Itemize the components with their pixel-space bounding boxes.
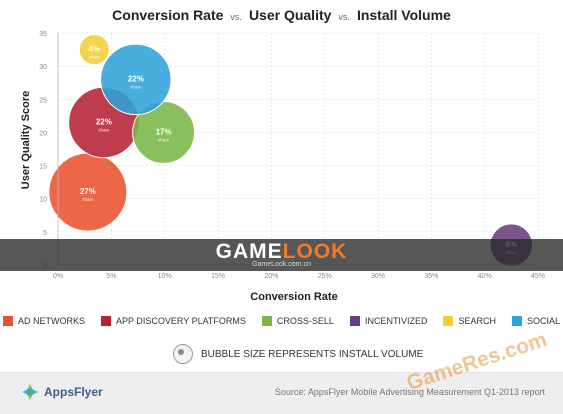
- x-tick-label: 5%: [106, 273, 116, 280]
- y-tick-label: 10: [39, 197, 47, 204]
- legend-label: SEARCH: [458, 316, 496, 326]
- legend-item: AD NETWORKS: [3, 316, 85, 326]
- banner-text-look: LOOK: [282, 240, 348, 263]
- x-tick-label: 15%: [211, 273, 225, 280]
- y-axis-label: User Quality Score: [20, 91, 32, 189]
- x-tick-label: 25%: [318, 273, 332, 280]
- bubble-size-note-text: BUBBLE SIZE REPRESENTS INSTALL VOLUME: [201, 348, 424, 360]
- appsflyer-logo: AppsFlyer: [20, 382, 103, 402]
- legend-item: INCENTIVIZED: [349, 316, 428, 326]
- legend-label: CROSS-SELL: [276, 316, 334, 326]
- bubble-share-label: 4%: [88, 45, 100, 54]
- bubble-icon: [173, 344, 193, 364]
- gamelook-banner: GAMELOOK GameLook.com.cn: [0, 239, 563, 271]
- x-tick-label: 45%: [531, 273, 545, 280]
- chart-legend: AD NETWORKS APP DISCOVERY PLATFORMS CROSS-…: [0, 316, 563, 326]
- bubble-share-caption: share: [98, 127, 110, 132]
- legend-swatch: [349, 316, 360, 326]
- bubble-share-caption: share: [158, 137, 170, 142]
- appsflyer-logo-text: AppsFlyer: [44, 385, 103, 399]
- legend-label: INCENTIVIZED: [364, 316, 428, 326]
- y-tick-label: 5: [43, 230, 47, 237]
- legend-swatch: [3, 316, 14, 326]
- title-conversion-rate: Conversion Rate: [112, 7, 224, 23]
- appsflyer-logo-icon: [22, 384, 38, 400]
- banner-logo-text: GAMELOOK: [0, 240, 563, 264]
- y-tick-label: 15: [39, 164, 47, 171]
- y-tick-label: 35: [39, 31, 47, 38]
- x-tick-label: 20%: [264, 273, 278, 280]
- title-user-quality: User Quality: [248, 7, 332, 23]
- legend-item: SEARCH: [443, 316, 496, 326]
- chart-bubbles: 27%share22%share17%share8%share4%share22…: [48, 34, 534, 267]
- x-tick-label: 35%: [424, 273, 438, 280]
- bubble-share-label: 22%: [128, 74, 144, 83]
- legend-swatch: [443, 316, 454, 326]
- legend-swatch: [101, 316, 112, 326]
- legend-label: SOCIAL: [526, 316, 560, 326]
- bubble-share-caption: share: [82, 197, 94, 202]
- chart-title: Conversion Rate vs. User Quality vs. Install…: [0, 7, 563, 23]
- bubble-share-label: 22%: [96, 117, 112, 126]
- y-tick-label: 20: [39, 130, 47, 137]
- x-tick-label: 30%: [371, 273, 385, 280]
- bubble: [100, 43, 172, 116]
- bubble: [78, 34, 110, 66]
- title-vs-1: vs.: [230, 12, 242, 22]
- bubble-size-note: BUBBLE SIZE REPRESENTS INSTALL VOLUME: [173, 344, 423, 364]
- x-tick-label: 0%: [53, 273, 63, 280]
- legend-label: APP DISCOVERY PLATFORMS: [116, 316, 246, 326]
- x-tick-label: 40%: [478, 273, 492, 280]
- y-tick-label: 25: [39, 97, 47, 104]
- bubble-share-label: 27%: [80, 187, 96, 196]
- source-note: Source: AppsFlyer Mobile Advertising Mea…: [274, 387, 545, 397]
- x-tick-label: 10%: [158, 273, 172, 280]
- legend-swatch: [261, 316, 272, 326]
- legend-item: APP DISCOVERY PLATFORMS: [101, 316, 246, 326]
- footer: AppsFlyer Source: AppsFlyer Mobile Adver…: [0, 372, 563, 414]
- bubble-share-label: 17%: [156, 127, 172, 136]
- legend-item: CROSS-SELL: [261, 316, 334, 326]
- banner-text-game: GAME: [215, 240, 283, 263]
- bubble-share-caption: share: [89, 55, 101, 60]
- legend-item: SOCIAL: [511, 316, 560, 326]
- title-vs-2: vs.: [338, 12, 350, 22]
- legend-label: AD NETWORKS: [18, 316, 86, 326]
- bubble-share-caption: share: [130, 84, 142, 89]
- legend-swatch: [511, 316, 522, 326]
- y-tick-label: 30: [39, 64, 47, 71]
- banner-url: GameLook.com.cn: [252, 261, 311, 268]
- title-install-volume: Install Volume: [356, 7, 451, 23]
- x-axis-label: Conversion Rate: [250, 291, 337, 303]
